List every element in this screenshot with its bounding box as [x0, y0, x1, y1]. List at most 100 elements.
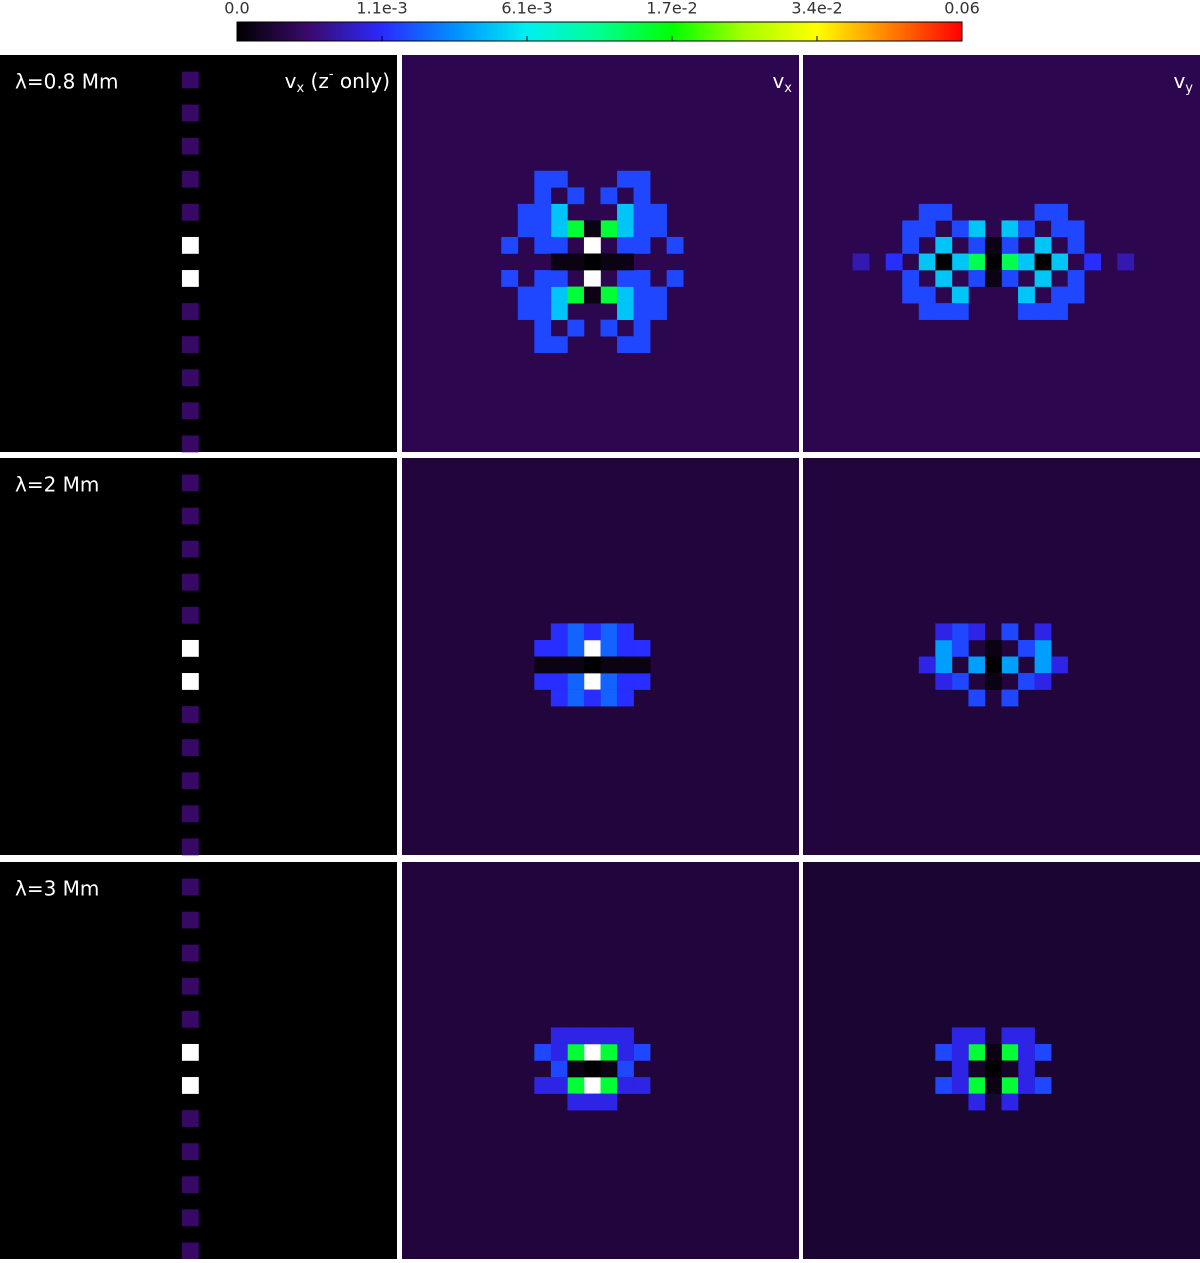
cell — [633, 286, 651, 304]
cell — [1034, 673, 1052, 690]
cell — [633, 1043, 651, 1061]
cell — [633, 673, 651, 690]
cell — [633, 270, 651, 287]
colorbar-tick-label: 0.0 — [224, 0, 249, 18]
cell — [1001, 236, 1019, 254]
cell — [534, 236, 552, 254]
cell — [633, 336, 651, 354]
cell — [1051, 303, 1068, 320]
cell — [633, 303, 651, 320]
cell — [600, 639, 618, 657]
title-part: only) — [334, 69, 390, 93]
cell — [1001, 270, 1019, 287]
cell — [918, 253, 936, 271]
cell — [1018, 286, 1035, 304]
cell — [1001, 623, 1019, 641]
cell — [935, 639, 953, 657]
panel — [0, 55, 397, 453]
cell — [550, 170, 568, 188]
cell — [181, 303, 199, 320]
cell — [984, 1043, 1002, 1061]
cell — [181, 673, 199, 690]
cell — [181, 170, 199, 188]
cell — [600, 253, 618, 271]
cell — [984, 253, 1002, 271]
cell — [617, 689, 634, 707]
cell — [617, 220, 634, 238]
cell — [935, 303, 953, 320]
cell — [1018, 220, 1035, 238]
cell — [181, 540, 199, 558]
cell — [181, 369, 199, 387]
cell — [650, 303, 667, 320]
cell — [600, 1077, 618, 1094]
cell — [666, 236, 684, 254]
cell — [181, 270, 199, 287]
panel — [803, 458, 1200, 855]
cell — [633, 220, 651, 238]
cell — [968, 1027, 986, 1045]
cell — [567, 319, 585, 337]
cell — [550, 1077, 568, 1094]
cell — [935, 623, 953, 641]
cell — [534, 1043, 552, 1061]
cell — [181, 474, 199, 492]
cell — [517, 286, 535, 304]
cell — [1117, 253, 1135, 271]
cell — [181, 402, 199, 420]
cell — [617, 623, 634, 641]
cell — [1001, 1093, 1019, 1111]
cell — [583, 286, 601, 304]
cell — [583, 639, 601, 657]
cell — [181, 838, 199, 856]
cell — [583, 1077, 601, 1094]
cell — [550, 639, 568, 657]
cell — [567, 1043, 585, 1061]
cell — [600, 220, 618, 238]
cell — [600, 689, 618, 707]
cell — [935, 270, 953, 287]
cell — [1001, 220, 1019, 238]
cell — [600, 656, 618, 674]
colorbar — [236, 21, 963, 42]
cell — [534, 1077, 552, 1094]
cell — [534, 220, 552, 238]
cell — [1051, 656, 1068, 674]
cell — [1001, 1043, 1019, 1061]
row-label: λ=0.8 Mm — [15, 70, 119, 94]
cell — [1051, 253, 1068, 271]
cell — [600, 623, 618, 641]
cell — [1018, 1077, 1035, 1094]
cell — [550, 286, 568, 304]
cell — [534, 303, 552, 320]
cell — [600, 1093, 618, 1111]
cell — [1034, 1043, 1052, 1061]
cell — [550, 689, 568, 707]
cell — [1001, 1060, 1019, 1078]
cell — [583, 253, 601, 271]
cell — [617, 1060, 634, 1078]
cell — [600, 673, 618, 690]
cell — [650, 220, 667, 238]
cell — [181, 435, 199, 453]
row-label: λ=2 Mm — [15, 473, 99, 497]
cell — [567, 187, 585, 205]
cell — [181, 104, 199, 122]
cell — [181, 1110, 199, 1127]
cell — [517, 203, 535, 221]
cell — [517, 220, 535, 238]
cell — [617, 170, 634, 188]
cell — [1018, 1027, 1035, 1045]
cell — [181, 805, 199, 823]
cell — [1034, 203, 1052, 221]
cell — [968, 623, 986, 641]
cell — [951, 1060, 969, 1078]
cell — [181, 573, 199, 591]
cell — [1034, 236, 1052, 254]
cell — [534, 656, 552, 674]
panel — [402, 55, 799, 452]
cell — [633, 203, 651, 221]
cell — [633, 319, 651, 337]
